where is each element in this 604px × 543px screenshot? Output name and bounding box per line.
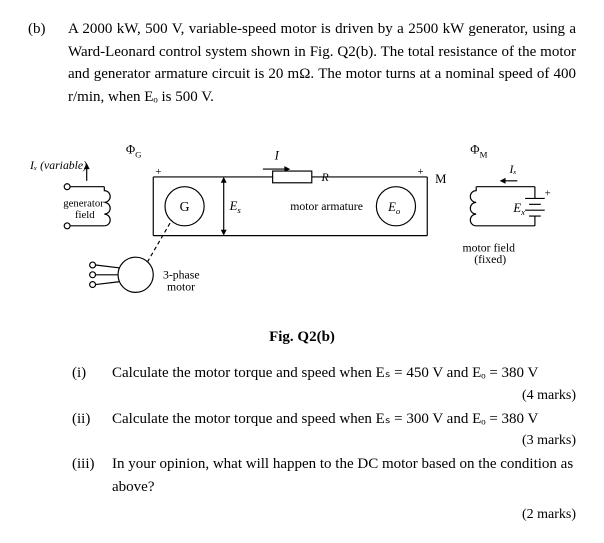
subpart-iii: (iii) In your opinion, what will happen …: [68, 453, 576, 525]
label-G: G: [180, 199, 190, 214]
plus-m: +: [417, 166, 423, 178]
subpart-iii-label: (iii): [68, 453, 112, 525]
figure-caption: Fig. Q2(b): [28, 326, 576, 349]
label-motor-field: motor field(fixed): [462, 241, 515, 266]
label-ix-variable: Iₓ (variable): [29, 159, 87, 172]
label-gen-field: generatorfield: [63, 197, 104, 221]
label-3phase: 3-phasemotor: [163, 269, 200, 294]
subpart-iii-marks: (2 marks): [112, 504, 576, 525]
subpart-ii-label: (ii): [68, 408, 112, 452]
problem-row: (b) A 2000 kW, 500 V, variable-speed mot…: [28, 18, 576, 108]
subpart-ii-text: Calculate the motor torque and speed whe…: [112, 411, 538, 427]
plus-g: +: [155, 166, 161, 178]
label-Ex: Ex: [512, 201, 525, 217]
problem-text: A 2000 kW, 500 V, variable-speed motor i…: [68, 18, 576, 108]
label-Es: Es: [229, 199, 242, 215]
subpart-ii-marks: (3 marks): [112, 430, 576, 451]
label-Ix: Iₓ: [508, 163, 516, 176]
subpart-i-text: Calculate the motor torque and speed whe…: [112, 365, 538, 381]
label-phi-m: ΦM: [470, 142, 487, 159]
label-I: I: [274, 148, 280, 162]
plus-ex: +: [545, 187, 551, 199]
label-M: M: [435, 172, 446, 186]
label-motor-armature: motor armature: [290, 200, 363, 213]
label-phi-g: ΦG: [126, 142, 142, 159]
subpart-ii: (ii) Calculate the motor torque and spee…: [68, 408, 576, 452]
subpart-i: (i) Calculate the motor torque and speed…: [68, 362, 576, 406]
part-label: (b): [28, 18, 68, 108]
subpart-i-label: (i): [68, 362, 112, 406]
figure-q2b: ΦG ΦM Iₓ (variable) generatorfield G Es …: [28, 126, 576, 320]
subpart-iii-text: In your opinion, what will happen to the…: [112, 456, 573, 495]
label-Eo: Eo: [387, 200, 401, 216]
label-R: R: [321, 171, 329, 184]
subpart-i-marks: (4 marks): [112, 385, 576, 406]
